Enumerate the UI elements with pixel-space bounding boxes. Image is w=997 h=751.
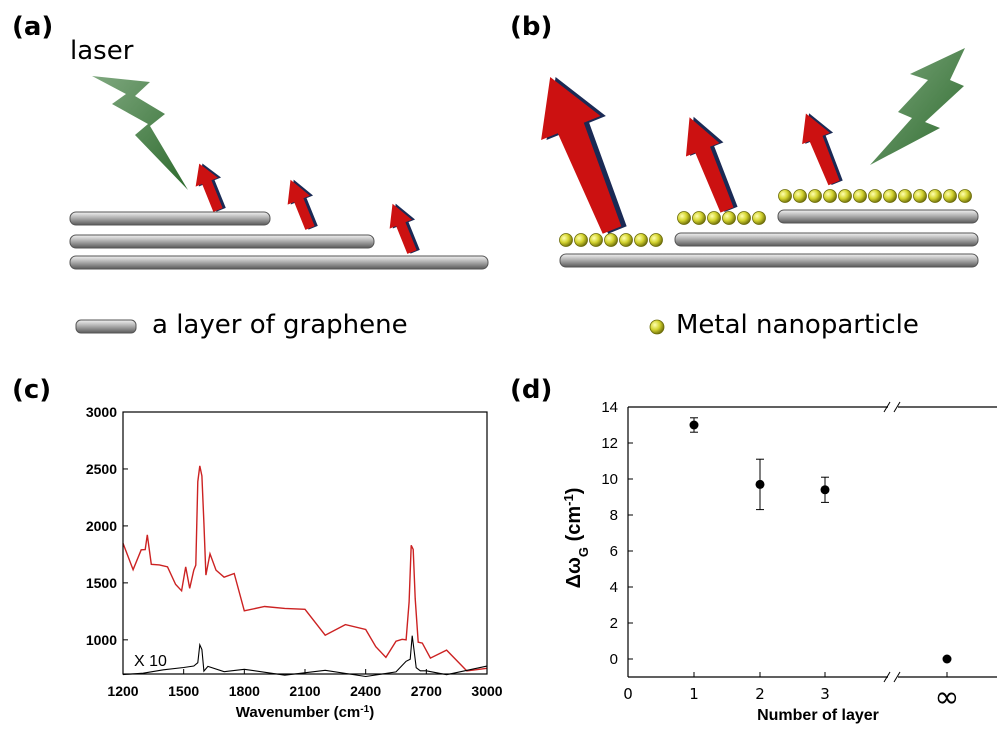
x-tick-label: 2700 [411,683,442,699]
panel-label-c: (c) [12,375,52,405]
y-tick-label: 14 [601,399,618,416]
raman-arrow-icon [685,116,738,213]
x-tick-label: 2 [755,685,765,703]
schematic-diagrams [69,48,979,335]
graphene-layer [69,255,489,270]
x-axis-label: Wavenumber (cm-1) [236,704,374,722]
legend-graphene-label: a layer of graphene [152,310,408,340]
raman-arrow-icon [195,163,226,212]
graphene-legend-icon [75,319,137,334]
x-tick-label: 1500 [168,683,199,699]
raman-arrow-large-icon [541,76,627,234]
y-tick-label: 3000 [86,404,117,420]
y-tick-label: 2000 [86,518,117,534]
x-tick-label: 3 [820,685,830,703]
y-tick-label: 0 [610,651,618,668]
y-tick-label: 1500 [86,575,117,591]
laser-label: laser [70,36,134,66]
y-axis-label: ΔωG (cm-1) [561,488,591,589]
x-tick-label: 2100 [289,683,320,699]
graphene-layer [674,232,979,247]
y-tick-label: 10 [601,471,618,488]
data-point [689,420,699,430]
x-tick-label: ∞ [935,680,960,715]
laser-bolt-icon [92,76,188,190]
axis-break-mark [883,401,891,413]
data-point [755,479,765,489]
y-tick-label: 4 [610,579,618,596]
y-tick-label: 2 [610,615,618,632]
x-axis-label: Number of layer [757,707,879,724]
y-tick-label: 6 [610,543,618,560]
legend-metal-label: Metal nanoparticle [676,310,919,340]
x-tick-label: 1800 [229,683,260,699]
graphene-layer [777,209,979,224]
x-tick-label: 2400 [350,683,381,699]
panel-label-b: (b) [510,12,553,42]
axis-break-mark [893,401,901,413]
panel-label-d: (d) [510,375,553,405]
y-tick-label: 8 [610,507,618,524]
y-tick-label: 2500 [86,461,117,477]
x-tick-label: 3000 [471,683,502,699]
laser-bolt-icon [870,48,965,165]
raman-arrow-icon [287,179,318,230]
axis-break-mark [883,671,891,683]
data-point [820,485,830,495]
spectrum-series-line [122,465,488,672]
spectrum-series-line [122,635,488,678]
graphene-layer [69,211,271,226]
panel-label-a: (a) [12,12,54,42]
x-tick-label: 1200 [107,683,138,699]
y-tick-label: 12 [601,435,618,452]
y-tick-label: 1000 [86,632,117,648]
data-point [942,654,952,664]
graphene-layer [69,234,375,249]
axis-break-mark [893,671,901,683]
scale-annotation: X 10 [134,653,167,670]
x-tick-label: 1 [689,685,699,703]
raman-arrow-icon [802,113,843,186]
x-tick-label: 0 [623,685,633,703]
raman-arrow-icon [389,203,420,254]
metal-nanoparticles [559,189,972,247]
nanoparticle-legend-icon [649,319,665,335]
graphene-layer [559,253,979,268]
